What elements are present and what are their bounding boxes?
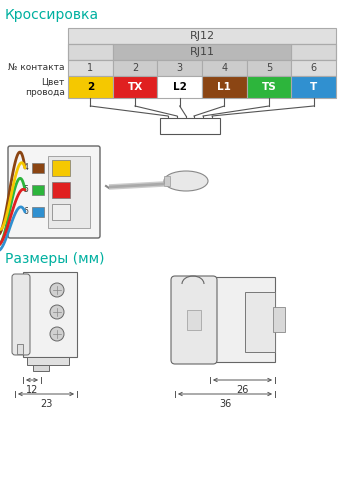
FancyBboxPatch shape <box>12 274 30 355</box>
Circle shape <box>50 305 64 319</box>
Text: 5: 5 <box>266 63 272 73</box>
Text: RJ11/RJ12: RJ11/RJ12 <box>164 121 216 131</box>
Bar <box>23 272 77 357</box>
Bar <box>291 44 336 60</box>
Bar <box>247 76 291 98</box>
Bar <box>273 307 285 332</box>
Bar <box>52 204 70 220</box>
Circle shape <box>50 327 64 341</box>
Bar <box>68 44 336 60</box>
Text: T: T <box>310 82 317 92</box>
Text: 6: 6 <box>23 207 28 216</box>
Text: Размеры (мм): Размеры (мм) <box>5 252 105 266</box>
Bar <box>245 292 275 352</box>
Text: TS: TS <box>262 82 276 92</box>
Text: 12: 12 <box>26 385 38 395</box>
FancyBboxPatch shape <box>171 276 217 364</box>
Text: 36: 36 <box>219 399 231 409</box>
Text: RJ11: RJ11 <box>190 47 215 57</box>
Text: 3: 3 <box>58 207 64 216</box>
Ellipse shape <box>164 171 208 191</box>
Text: TX: TX <box>127 82 143 92</box>
Bar <box>202 76 247 98</box>
Bar <box>32 163 44 173</box>
Text: 2: 2 <box>58 186 64 195</box>
Text: 26: 26 <box>236 385 249 395</box>
Bar <box>157 60 202 76</box>
Text: L2: L2 <box>173 82 186 92</box>
Text: Цвет
провода: Цвет провода <box>25 77 65 97</box>
Text: L1: L1 <box>217 82 231 92</box>
Bar <box>247 60 291 76</box>
Bar <box>52 160 70 176</box>
Bar <box>68 28 336 44</box>
Bar <box>113 60 157 76</box>
Bar <box>160 118 220 134</box>
Bar <box>17 344 23 354</box>
Text: 1: 1 <box>87 63 93 73</box>
Bar <box>27 357 69 365</box>
Text: 1: 1 <box>58 163 64 173</box>
Bar <box>202 60 247 76</box>
Bar <box>291 60 336 76</box>
Bar <box>52 182 70 198</box>
Bar <box>113 76 157 98</box>
FancyBboxPatch shape <box>8 146 100 238</box>
Bar <box>157 76 202 98</box>
Bar <box>210 277 275 362</box>
Text: № контакта: № контакта <box>9 64 65 72</box>
Text: 2: 2 <box>132 63 138 73</box>
Text: 6: 6 <box>311 63 317 73</box>
Bar <box>68 60 113 76</box>
Text: 4: 4 <box>23 163 28 173</box>
Bar <box>32 185 44 195</box>
Text: 3: 3 <box>176 63 183 73</box>
Bar <box>164 176 170 186</box>
Bar <box>187 310 201 330</box>
Text: Кроссировка: Кроссировка <box>5 8 99 22</box>
Bar <box>32 207 44 217</box>
Circle shape <box>50 283 64 297</box>
Bar <box>291 76 336 98</box>
Text: 5: 5 <box>23 186 28 195</box>
Text: 4: 4 <box>221 63 227 73</box>
Bar <box>68 44 113 60</box>
Text: 2: 2 <box>87 82 94 92</box>
Text: 23: 23 <box>40 399 52 409</box>
Bar <box>33 365 49 371</box>
Bar <box>113 44 291 60</box>
Bar <box>68 76 113 98</box>
Text: RJ12: RJ12 <box>190 31 215 41</box>
Bar <box>48 156 90 228</box>
